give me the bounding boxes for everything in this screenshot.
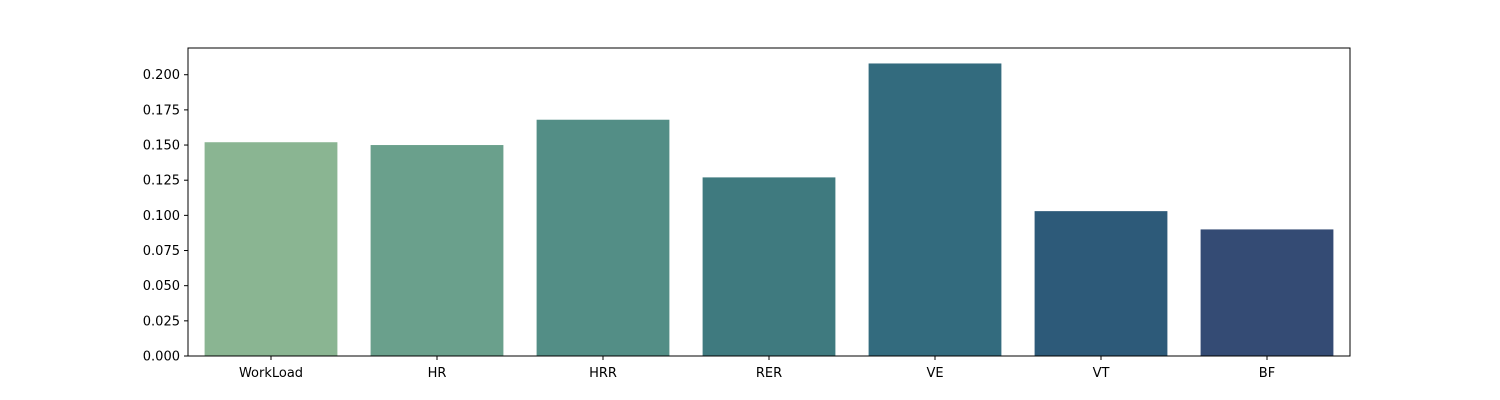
- bar-hrr: [536, 119, 670, 356]
- y-tick-label: 0.150: [143, 139, 180, 154]
- bar-hr: [370, 145, 504, 356]
- x-tick-label: VE: [926, 366, 943, 381]
- y-tick-label: 0.175: [143, 103, 180, 118]
- x-tick-label: WorkLoad: [239, 366, 303, 381]
- y-tick-label: 0.050: [143, 279, 180, 294]
- y-tick-label: 0.200: [143, 68, 180, 83]
- bar-bf: [1200, 229, 1334, 356]
- bar-vt: [1034, 211, 1168, 356]
- bar-rer: [702, 177, 836, 356]
- x-tick-label: BF: [1259, 366, 1275, 381]
- bar-workload: [204, 142, 338, 356]
- y-tick-label: 0.025: [143, 314, 180, 329]
- bars-group: [204, 63, 1334, 356]
- plot-frame: [187, 47, 1351, 357]
- bar-ve: [868, 63, 1002, 356]
- x-axis: WorkLoad HR HRR RER VE VT BF: [239, 356, 1275, 381]
- y-tick-label: 0.000: [143, 350, 180, 365]
- x-tick-label: VT: [1093, 366, 1110, 381]
- x-tick-label: RER: [756, 366, 782, 381]
- y-tick-label: 0.100: [143, 209, 180, 224]
- y-axis: 0.000 0.025 0.050 0.075 0.100 0.125 0.150 0.175…: [143, 68, 188, 365]
- x-tick-label: HR: [428, 366, 447, 381]
- y-tick-label: 0.125: [143, 174, 180, 189]
- y-tick-label: 0.075: [143, 244, 180, 259]
- x-tick-label: HRR: [589, 366, 617, 381]
